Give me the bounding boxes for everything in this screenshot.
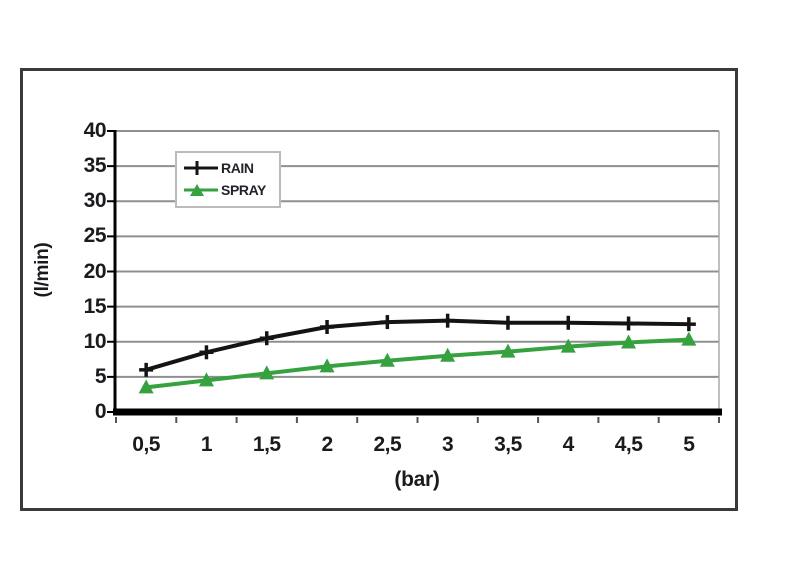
legend-item-spray: SPRAY bbox=[183, 179, 273, 201]
rain-line-plus-marker-icon bbox=[184, 161, 218, 175]
legend-item-rain: RAIN bbox=[183, 157, 273, 179]
chart-frame bbox=[20, 68, 738, 511]
spray-line-triangle-marker-icon bbox=[184, 184, 218, 196]
legend-label-rain: RAIN bbox=[221, 160, 254, 176]
legend: RAIN SPRAY bbox=[175, 151, 281, 208]
legend-label-spray: SPRAY bbox=[221, 182, 266, 198]
